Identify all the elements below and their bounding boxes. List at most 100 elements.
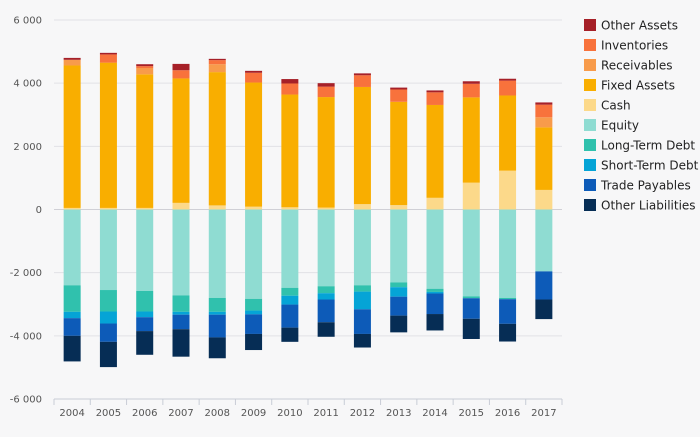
bar-other-assets-2006 — [136, 64, 154, 67]
legend-swatch — [584, 159, 596, 171]
bar-trade-payables-2005 — [99, 323, 117, 342]
bar-other-liabilities-2012 — [353, 333, 371, 348]
bar-trade-payables-2011 — [317, 299, 335, 323]
legend-swatch — [584, 99, 596, 111]
bar-other-assets-2013 — [390, 87, 408, 90]
bar-long-term-debt-2006 — [136, 290, 154, 312]
bar-inventories-2013 — [390, 89, 408, 102]
bar-trade-payables-2013 — [390, 296, 408, 316]
y-tick-label: -6 000 — [10, 395, 42, 406]
bar-other-liabilities-2004 — [63, 335, 81, 362]
bar-fixed-assets-2010 — [281, 94, 299, 208]
bar-other-liabilities-2010 — [281, 327, 299, 342]
bar-cash-2008 — [208, 205, 226, 210]
y-tick-label: -4 000 — [10, 331, 42, 342]
bar-trade-payables-2004 — [63, 318, 81, 336]
bar-inventories-2009 — [245, 72, 263, 83]
bar-long-term-debt-2013 — [390, 282, 408, 288]
bar-short-term-debt-2005 — [99, 311, 117, 324]
bar-long-term-debt-2014 — [426, 288, 444, 292]
legend-swatch — [584, 119, 596, 131]
bar-fixed-assets-2006 — [136, 74, 154, 208]
bar-other-assets-2008 — [208, 58, 226, 61]
bar-inventories-2010 — [281, 83, 299, 95]
bar-other-liabilities-2007 — [172, 329, 190, 357]
bar-cash-2009 — [245, 206, 263, 210]
legend-label: Other Assets — [601, 19, 678, 33]
bar-long-term-debt-2016 — [499, 297, 517, 300]
bar-cash-2017 — [535, 189, 553, 210]
bar-other-assets-2004 — [63, 57, 81, 60]
bar-equity-2007 — [172, 209, 190, 296]
legend-label: Long-Term Debt — [601, 139, 695, 153]
bar-trade-payables-2010 — [281, 304, 299, 328]
bar-other-liabilities-2009 — [245, 333, 263, 351]
bar-fixed-assets-2013 — [390, 101, 408, 206]
y-tick-label: 6 000 — [13, 16, 42, 27]
x-tick-label: 2017 — [531, 408, 556, 419]
bar-long-term-debt-2007 — [172, 295, 190, 312]
bar-cash-2014 — [426, 197, 444, 210]
bar-equity-2017 — [535, 209, 553, 272]
bar-short-term-debt-2010 — [281, 295, 299, 305]
bar-short-term-debt-2008 — [208, 311, 226, 315]
legend-swatch — [584, 199, 596, 211]
bar-trade-payables-2017 — [535, 271, 553, 300]
bar-inventories-2015 — [462, 83, 480, 98]
bar-long-term-debt-2009 — [245, 298, 263, 311]
bar-short-term-debt-2013 — [390, 287, 408, 297]
legend-label: Short-Term Debt — [601, 159, 699, 173]
legend-label: Equity — [601, 119, 639, 133]
bar-fixed-assets-2007 — [172, 78, 190, 203]
legend-swatch — [584, 59, 596, 71]
bar-fixed-assets-2009 — [245, 82, 263, 207]
x-tick-label: 2009 — [241, 408, 266, 419]
bar-fixed-assets-2017 — [535, 127, 553, 190]
bar-fixed-assets-2005 — [99, 62, 117, 208]
bar-fixed-assets-2011 — [317, 97, 335, 208]
bar-long-term-debt-2005 — [99, 290, 117, 312]
bar-trade-payables-2006 — [136, 317, 154, 332]
bar-short-term-debt-2006 — [136, 311, 154, 318]
bar-other-assets-2009 — [245, 70, 263, 73]
bar-equity-2013 — [390, 209, 408, 283]
legend-swatch — [584, 19, 596, 31]
bar-short-term-debt-2009 — [245, 310, 263, 315]
bar-trade-payables-2009 — [245, 314, 263, 334]
x-tick-label: 2005 — [96, 408, 121, 419]
bar-long-term-debt-2004 — [63, 285, 81, 312]
x-tick-label: 2014 — [422, 408, 447, 419]
bar-equity-2014 — [426, 209, 444, 289]
bar-other-liabilities-2006 — [136, 331, 154, 355]
bar-other-assets-2005 — [99, 52, 117, 55]
y-tick-label: 0 — [36, 205, 42, 216]
bar-cash-2005 — [99, 207, 117, 210]
bar-trade-payables-2016 — [499, 299, 517, 324]
bar-trade-payables-2007 — [172, 314, 190, 330]
bar-inventories-2012 — [353, 75, 371, 87]
bar-equity-2016 — [499, 209, 517, 298]
bar-long-term-debt-2012 — [353, 285, 371, 292]
x-tick-label: 2012 — [350, 408, 375, 419]
bar-trade-payables-2015 — [462, 298, 480, 319]
bar-cash-2007 — [172, 202, 190, 210]
bar-long-term-debt-2008 — [208, 297, 226, 312]
bar-inventories-2011 — [317, 86, 335, 98]
bar-equity-2012 — [353, 209, 371, 286]
bar-receivables-2017 — [535, 117, 553, 128]
bar-other-liabilities-2016 — [499, 323, 517, 342]
bar-fixed-assets-2008 — [208, 72, 226, 206]
legend-label: Fixed Assets — [601, 79, 675, 93]
bar-cash-2015 — [462, 182, 480, 210]
bar-cash-2011 — [317, 207, 335, 210]
bar-other-assets-2015 — [462, 81, 480, 84]
bar-fixed-assets-2014 — [426, 104, 444, 198]
bar-cash-2013 — [390, 205, 408, 210]
bar-receivables-2006 — [136, 68, 154, 75]
bar-equity-2009 — [245, 209, 263, 299]
legend-label: Other Liabilities — [601, 199, 696, 213]
bar-short-term-debt-2011 — [317, 293, 335, 300]
bar-trade-payables-2014 — [426, 293, 444, 315]
